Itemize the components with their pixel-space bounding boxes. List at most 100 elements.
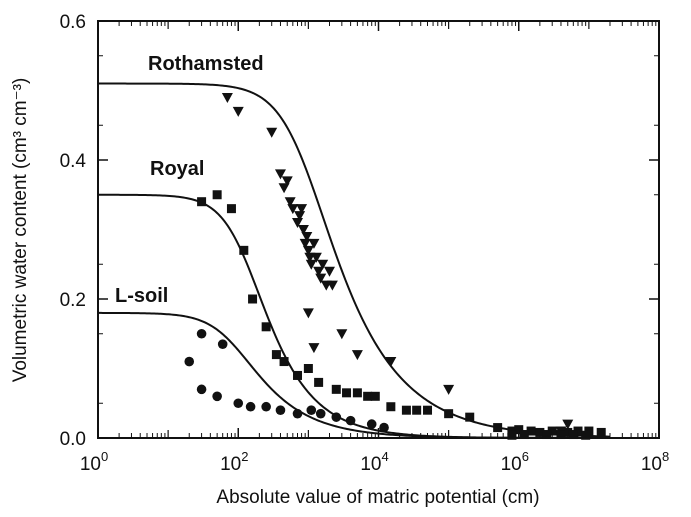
data-point-l-soil (306, 405, 317, 416)
data-point-royal (314, 377, 324, 387)
data-point-rothamsted (296, 204, 308, 215)
data-point-royal (248, 294, 258, 304)
data-point-rothamsted (232, 106, 244, 117)
marker-group (184, 92, 606, 440)
fit-curve-group (98, 82, 611, 439)
fit-curve-royal (98, 193, 610, 439)
data-point-royal (370, 391, 380, 401)
x-tick-label: 104 (360, 449, 388, 475)
data-point-royal (363, 391, 373, 401)
data-point-l-soil (184, 356, 195, 367)
data-point-l-soil (379, 422, 389, 433)
data-point-l-soil (366, 419, 377, 429)
data-point-royal (401, 405, 411, 415)
data-point-l-soil (245, 401, 256, 412)
data-point-royal (352, 388, 362, 398)
series-label-royal: Royal (150, 158, 204, 180)
data-point-rothamsted (281, 176, 293, 187)
y-tick-label: 0.6 (60, 12, 86, 33)
data-point-royal (519, 430, 529, 440)
data-point-royal (507, 430, 517, 440)
data-point-royal (412, 405, 422, 415)
data-point-l-soil (212, 391, 222, 402)
data-point-royal (279, 357, 289, 367)
y-tick-label: 0.4 (60, 151, 87, 172)
data-point-rothamsted (323, 266, 335, 277)
y-axis-title: Volumetric water content (cm³ cm⁻³) (10, 78, 31, 383)
data-point-rothamsted (385, 357, 397, 368)
data-point-rothamsted (301, 231, 313, 242)
data-point-royal (386, 402, 396, 412)
data-point-rothamsted (302, 245, 314, 256)
data-point-rothamsted (305, 259, 317, 270)
data-point-rothamsted (221, 92, 233, 103)
data-point-royal (444, 409, 454, 419)
data-point-royal (596, 427, 606, 437)
data-point-l-soil (261, 401, 271, 412)
data-point-royal (226, 204, 236, 214)
x-tick-label: 100 (80, 449, 108, 475)
data-point-royal (542, 430, 552, 440)
minor-tick-group (98, 21, 659, 438)
data-point-rothamsted (310, 252, 322, 263)
data-point-l-soil (331, 412, 342, 422)
data-point-l-soil (196, 384, 207, 395)
series-label-l-soil: L-soil (115, 285, 168, 307)
data-point-royal (239, 245, 249, 255)
x-tick-label: 102 (220, 449, 248, 475)
data-point-rothamsted (274, 169, 286, 180)
data-point-royal (271, 350, 281, 360)
data-point-rothamsted (292, 218, 304, 229)
series-label-rothamsted: Rothamsted (148, 53, 264, 75)
data-point-rothamsted (336, 329, 348, 340)
data-point-rothamsted (351, 350, 363, 361)
x-tick-label: 108 (641, 449, 669, 475)
data-point-royal (197, 197, 207, 207)
data-point-rothamsted (315, 273, 327, 284)
data-point-rothamsted (443, 384, 455, 395)
data-point-royal (547, 426, 557, 436)
data-point-royal (581, 430, 591, 440)
fit-curve-l-soil (98, 311, 568, 439)
y-tick-label-group: 0.0 0.2 0.4 0.6 (60, 12, 87, 450)
data-point-royal (331, 384, 341, 394)
data-point-royal (493, 423, 503, 433)
data-point-rothamsted (562, 419, 574, 430)
y-tick-label: 0.2 (60, 290, 86, 311)
data-point-l-soil (196, 328, 207, 339)
data-point-royal (556, 430, 566, 440)
data-point-rothamsted (308, 343, 320, 354)
data-point-rothamsted (284, 197, 296, 208)
x-axis-title: Absolute value of matric potential (cm) (216, 487, 539, 508)
fit-curve-rothamsted (98, 82, 611, 438)
data-point-l-soil (275, 405, 286, 416)
data-point-royal (573, 426, 583, 436)
data-point-rothamsted (278, 183, 290, 194)
data-point-royal (563, 427, 573, 437)
data-point-rothamsted (266, 127, 278, 138)
data-point-royal (535, 427, 545, 437)
data-point-l-soil (345, 415, 356, 426)
data-point-rothamsted (302, 308, 314, 319)
data-point-rothamsted (294, 211, 306, 222)
data-point-royal (423, 405, 433, 415)
data-point-royal (568, 430, 578, 440)
data-point-l-soil (217, 339, 228, 349)
data-point-royal (212, 190, 222, 200)
data-point-rothamsted (317, 259, 329, 270)
data-point-rothamsted (297, 225, 309, 235)
x-tick-label-group: 100 102 104 106 108 (80, 449, 669, 475)
data-point-rothamsted (287, 204, 299, 215)
data-point-royal (261, 322, 271, 332)
data-point-rothamsted (326, 280, 338, 291)
data-point-royal (465, 412, 475, 422)
data-point-royal (303, 364, 313, 373)
data-point-royal (514, 425, 524, 435)
x-tick-label: 106 (501, 449, 529, 475)
data-point-royal (526, 426, 536, 436)
y-tick-label: 0.0 (60, 429, 86, 450)
data-point-royal (342, 388, 352, 398)
data-point-l-soil (233, 398, 244, 409)
series-label-group: Rothamsted Royal L-soil (115, 53, 264, 307)
